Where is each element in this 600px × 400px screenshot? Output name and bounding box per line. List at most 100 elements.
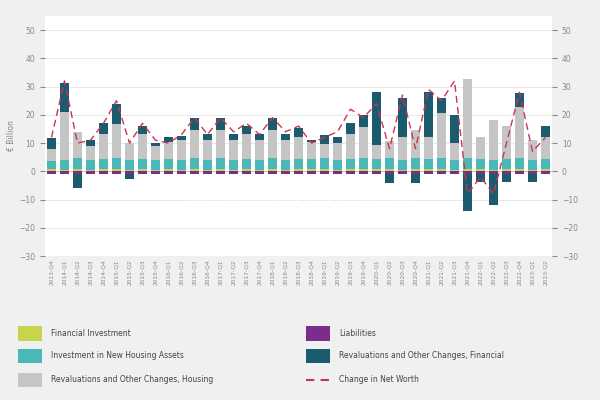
Bar bbox=[190, 158, 199, 169]
Bar bbox=[18, 349, 42, 363]
Bar bbox=[449, 114, 460, 143]
Bar bbox=[137, 126, 148, 134]
Bar bbox=[410, 158, 421, 169]
Bar bbox=[281, 140, 290, 160]
Bar bbox=[176, 160, 187, 170]
Bar bbox=[268, 130, 277, 158]
Bar bbox=[125, 171, 134, 174]
Bar bbox=[359, 171, 368, 174]
Bar bbox=[371, 169, 382, 171]
Text: 2016-Q3: 2016-Q3 bbox=[192, 259, 197, 285]
Bar bbox=[527, 160, 538, 170]
Bar bbox=[151, 160, 160, 170]
Bar bbox=[242, 171, 251, 174]
Bar bbox=[449, 143, 460, 160]
Text: 2018-Q4: 2018-Q4 bbox=[309, 259, 314, 285]
Text: 2015-Q2: 2015-Q2 bbox=[127, 259, 132, 285]
Bar bbox=[268, 169, 277, 171]
Text: 2021-Q3: 2021-Q3 bbox=[452, 259, 457, 285]
Bar bbox=[515, 169, 524, 171]
Text: Change in Net Worth: Change in Net Worth bbox=[339, 376, 419, 384]
Bar bbox=[293, 128, 304, 137]
Bar bbox=[164, 171, 173, 174]
Bar bbox=[293, 137, 304, 160]
Bar bbox=[137, 160, 148, 169]
Text: 2019-Q2: 2019-Q2 bbox=[335, 259, 340, 285]
Bar bbox=[203, 160, 212, 170]
Bar bbox=[203, 134, 212, 140]
Bar bbox=[268, 158, 277, 169]
Bar bbox=[242, 169, 251, 171]
Bar bbox=[203, 140, 212, 160]
Bar bbox=[359, 115, 368, 127]
Bar bbox=[346, 134, 355, 160]
Bar bbox=[476, 171, 485, 174]
Bar bbox=[190, 118, 199, 130]
Bar bbox=[73, 132, 82, 158]
Bar bbox=[320, 169, 329, 171]
Bar bbox=[151, 170, 160, 171]
Bar bbox=[73, 171, 82, 174]
Text: 2021-Q4: 2021-Q4 bbox=[465, 259, 470, 285]
Text: 2018-Q1: 2018-Q1 bbox=[270, 259, 275, 285]
Bar bbox=[306, 349, 330, 363]
Bar bbox=[86, 171, 95, 174]
Text: 2018-Q3: 2018-Q3 bbox=[296, 259, 301, 285]
Text: 股票的交易市场 【机构调研记录】长信基金调研: 股票的交易市场 【机构调研记录】长信基金调研 bbox=[184, 192, 416, 210]
Bar bbox=[515, 158, 524, 169]
Bar bbox=[437, 98, 446, 112]
Text: Revaluations and Other Changes, Housing: Revaluations and Other Changes, Housing bbox=[51, 376, 213, 384]
Text: 2020-Q1: 2020-Q1 bbox=[374, 259, 379, 285]
Bar bbox=[125, 174, 134, 179]
Bar bbox=[47, 149, 56, 160]
Bar bbox=[268, 171, 277, 174]
Bar bbox=[229, 170, 238, 171]
Bar bbox=[47, 171, 56, 174]
Text: 2019-Q3: 2019-Q3 bbox=[348, 259, 353, 285]
Bar bbox=[385, 171, 394, 174]
Bar bbox=[371, 171, 382, 174]
Bar bbox=[98, 123, 109, 134]
Bar bbox=[47, 160, 56, 169]
Bar bbox=[320, 171, 329, 174]
Bar bbox=[137, 134, 148, 160]
Text: 天孚通信、伊之密: 天孚通信、伊之密 bbox=[257, 235, 343, 253]
Bar bbox=[463, 174, 472, 211]
Bar bbox=[229, 134, 238, 140]
Text: 2014-Q1: 2014-Q1 bbox=[62, 259, 67, 285]
Bar bbox=[125, 170, 134, 171]
Bar bbox=[281, 134, 290, 140]
Bar bbox=[190, 169, 199, 171]
Text: 2019-Q1: 2019-Q1 bbox=[322, 259, 327, 285]
Bar bbox=[137, 171, 148, 174]
Bar bbox=[541, 126, 550, 137]
Bar bbox=[293, 160, 304, 169]
Bar bbox=[229, 140, 238, 160]
Bar bbox=[424, 137, 433, 160]
Bar bbox=[151, 146, 160, 160]
Bar bbox=[151, 171, 160, 174]
Bar bbox=[515, 107, 524, 158]
Bar bbox=[306, 326, 330, 341]
Text: 2015-Q3: 2015-Q3 bbox=[140, 259, 145, 285]
Text: 2016-Q1: 2016-Q1 bbox=[166, 259, 171, 284]
Text: 2015-Q1: 2015-Q1 bbox=[114, 259, 119, 285]
Bar bbox=[254, 160, 265, 170]
Bar bbox=[488, 120, 499, 160]
Bar bbox=[112, 104, 121, 124]
Bar bbox=[190, 130, 199, 158]
Text: Liabilities: Liabilities bbox=[339, 329, 376, 338]
Text: 2017-Q2: 2017-Q2 bbox=[231, 259, 236, 285]
Text: 2022-Q3: 2022-Q3 bbox=[504, 259, 509, 285]
Bar bbox=[424, 169, 433, 171]
Bar bbox=[527, 171, 538, 174]
Bar bbox=[488, 171, 499, 174]
Bar bbox=[332, 143, 343, 160]
Bar bbox=[254, 134, 265, 140]
Bar bbox=[359, 169, 368, 171]
Bar bbox=[242, 134, 251, 160]
Bar bbox=[346, 171, 355, 174]
Bar bbox=[242, 160, 251, 169]
Bar bbox=[502, 126, 511, 160]
Bar bbox=[293, 169, 304, 171]
